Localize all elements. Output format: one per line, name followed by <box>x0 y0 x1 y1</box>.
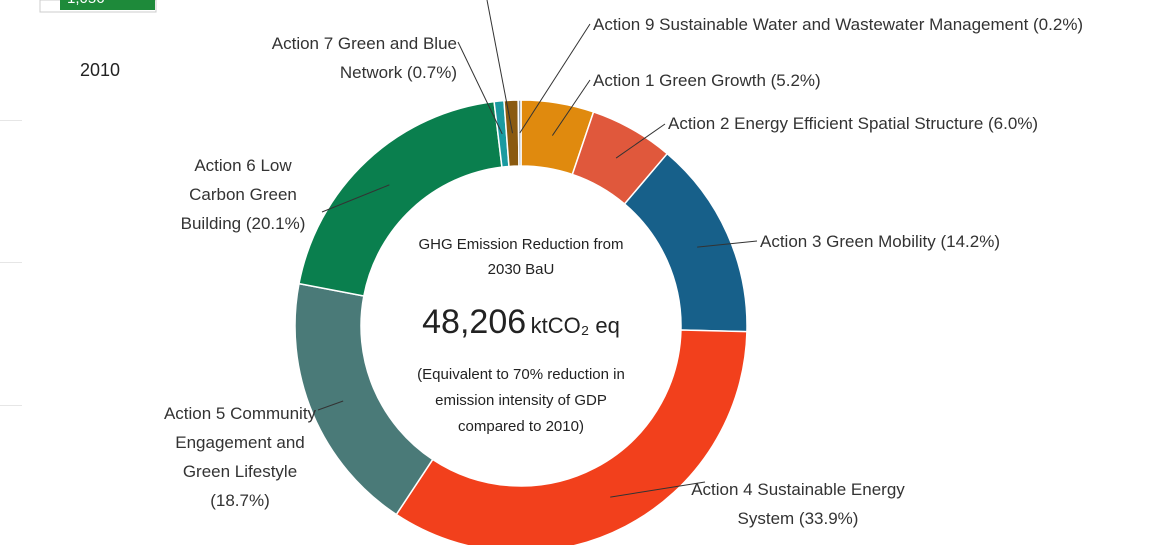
leader-line <box>551 79 591 136</box>
segment-label: Action 6 Low Carbon Green Building (20.1… <box>180 156 306 233</box>
center-value: 48,206 <box>422 303 527 341</box>
leader-line <box>610 481 706 498</box>
leader-line <box>457 41 503 135</box>
fragment-value: -1,056 <box>62 0 105 13</box>
leader-line <box>486 0 514 134</box>
donut-segment <box>517 99 522 167</box>
ui-line <box>0 405 22 406</box>
leader-line <box>321 184 390 213</box>
leader-line <box>697 240 758 248</box>
segment-label: Action 7 Green and Blue Network (0.7%) <box>271 34 457 82</box>
segment-label: Action 9 Sustainable Water and Wastewate… <box>593 15 1084 34</box>
leader-line <box>317 400 344 411</box>
ui-line <box>0 120 22 121</box>
segment-label: Action 3 Green Mobility (14.2%) <box>760 232 1000 251</box>
leader-line <box>615 123 666 159</box>
center-title: GHG Emission Reduction from 2030 BaU <box>418 236 624 278</box>
center-note: (Equivalent to 70% reduction in emission… <box>417 366 625 435</box>
fragment-label: 2010 <box>80 60 121 80</box>
segment-label: Action 1 Green Growth (5.2%) <box>593 71 821 90</box>
segment-label: Action 5 Community Engagement and Green … <box>163 404 317 510</box>
center-unit: ktCO₂ eq <box>530 313 620 338</box>
ui-line <box>0 262 22 263</box>
leader-line <box>519 23 591 134</box>
segment-label: Action 2 Energy Efficient Spatial Struct… <box>668 114 1039 133</box>
segment-label: Action 4 Sustainable Energy System (33.9… <box>691 480 905 528</box>
donut-segment <box>395 329 748 545</box>
center-figure: 48,206 ktCO₂ eq <box>401 300 641 351</box>
fragment-bar <box>60 0 155 10</box>
